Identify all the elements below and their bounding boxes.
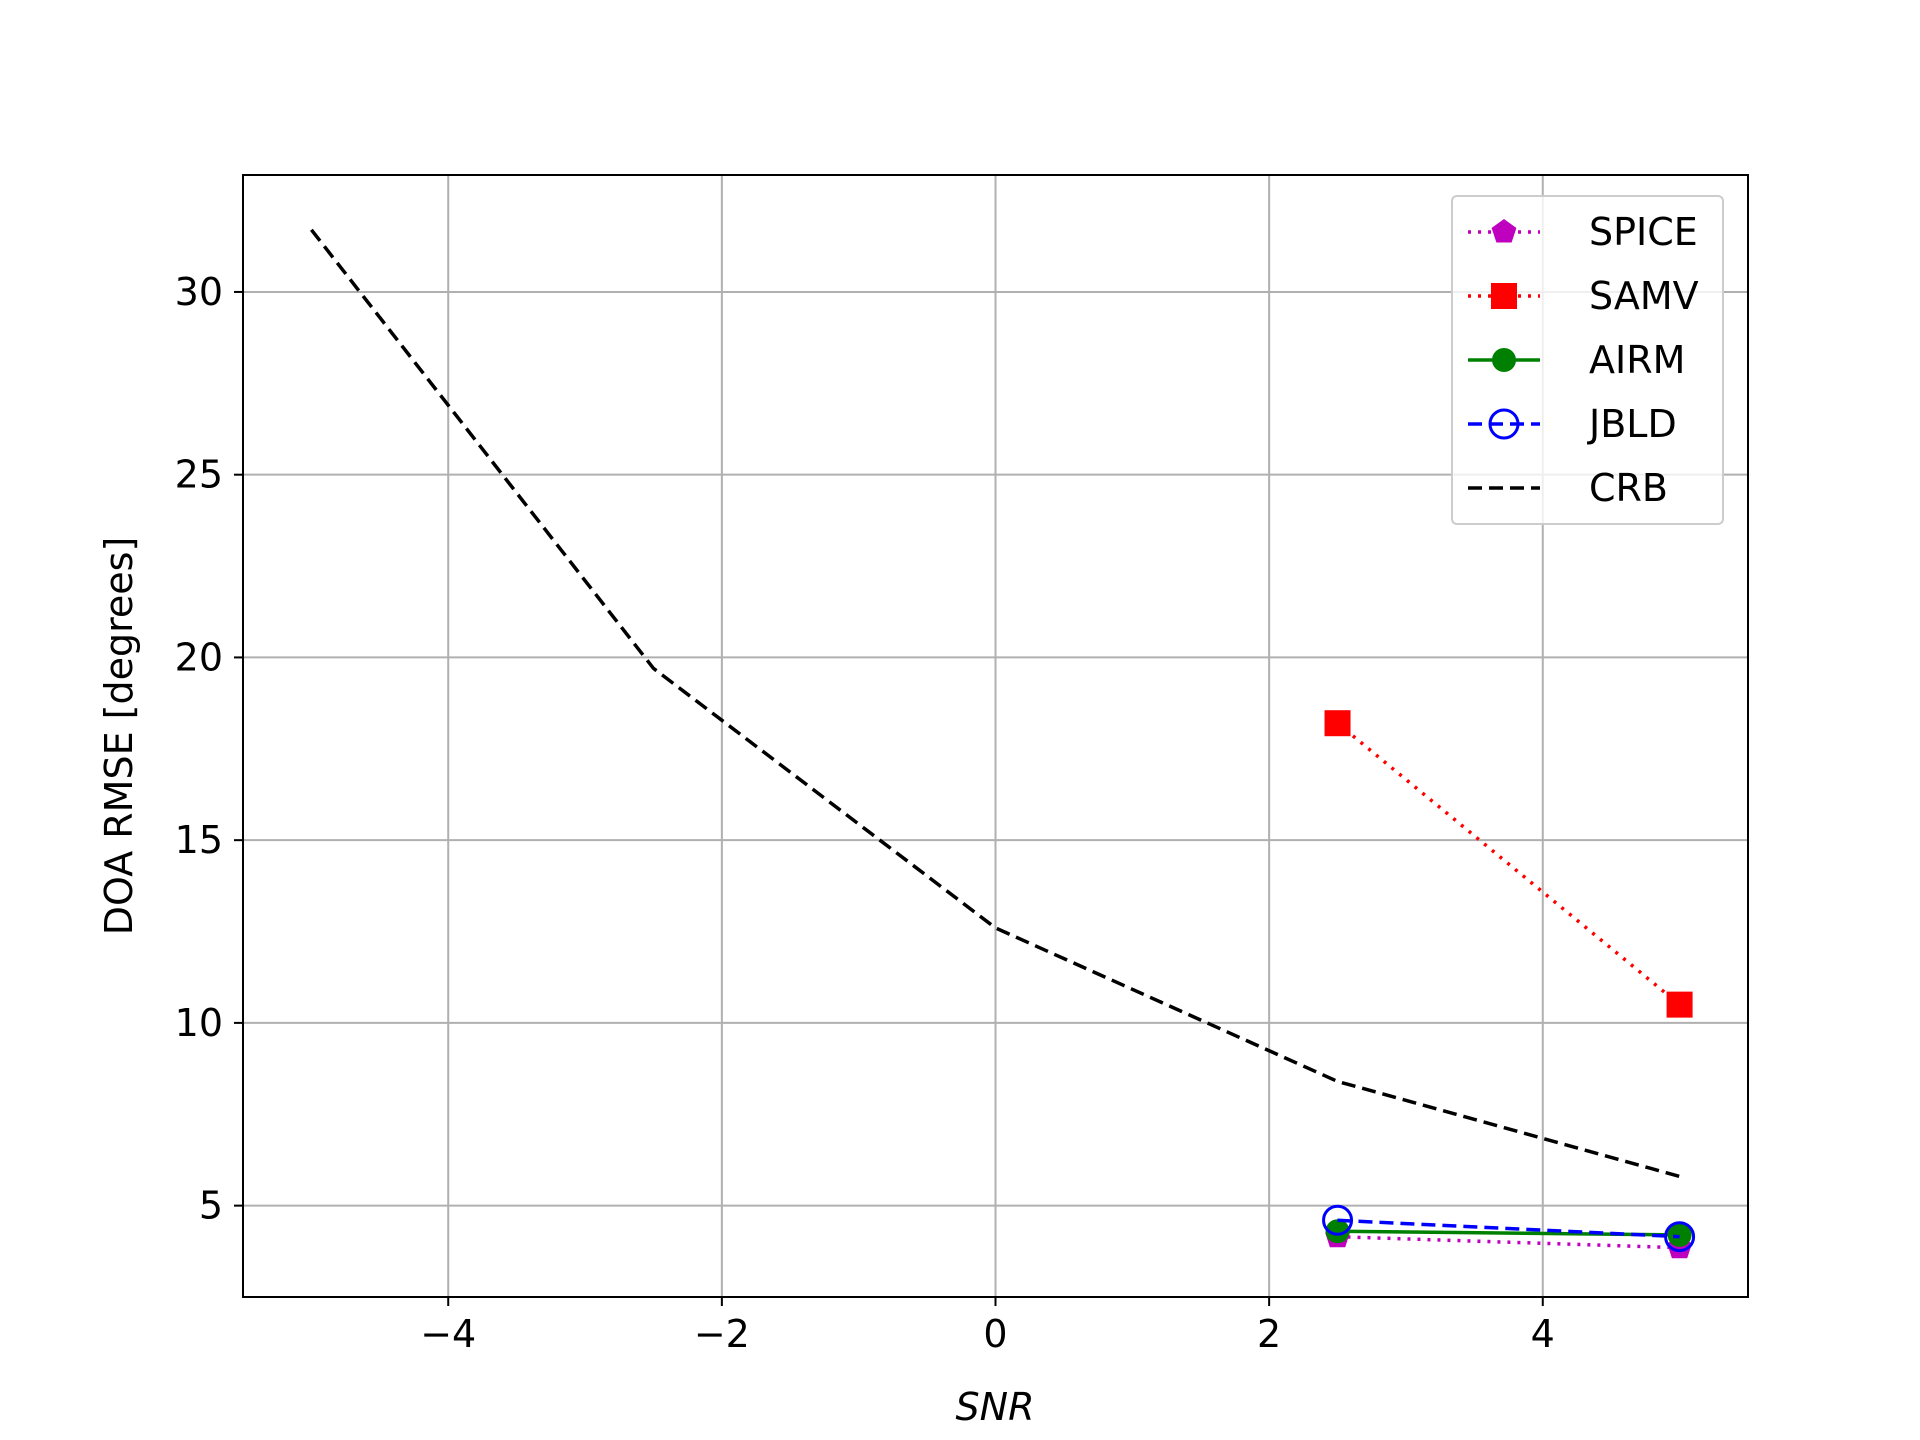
airm-point [1667,1222,1692,1247]
airm-point [1325,1219,1350,1244]
x-axis-label: SNR [956,1385,1035,1429]
jbld-line [1337,1218,1680,1239]
legend-entry-jbld: JBLD [1468,402,1677,446]
legend-label-jbld: JBLD [1587,402,1677,446]
x-tick-label: −4 [420,1312,476,1356]
legend-label-spice: SPICE [1589,210,1698,254]
x-tick-label: 0 [983,1312,1007,1356]
x-tick-label: 2 [1257,1312,1281,1356]
plot-series [310,228,1696,1259]
legend-label-crb: CRB [1589,466,1668,510]
axis-ticks: −4 −2 0 2 4 5 10 15 20 25 30 [175,270,1555,1356]
legend-label-samv: SAMV [1589,274,1699,318]
y-tick-label: 25 [175,453,223,497]
legend-marker-spice [1491,219,1517,243]
jbld-point [1322,1204,1354,1236]
x-tick-label: −2 [694,1312,750,1356]
legend-marker-jbld [1488,408,1520,440]
spice-line [1337,1234,1680,1250]
y-tick-label: 15 [175,818,223,862]
legend: SPICE SAMV AIRM JBLD CRB [1451,195,1724,525]
y-tick-label: 30 [175,270,223,314]
samv-point [1666,991,1693,1018]
crb-line [310,228,1681,1179]
y-tick-label: 5 [199,1184,223,1228]
y-tick-label: 10 [175,1001,223,1045]
samv-point [1324,710,1351,737]
samv-line [1336,721,1681,1006]
series-jbld [1322,1204,1696,1253]
legend-frame [1451,195,1724,525]
jbld-point [1664,1221,1696,1253]
legend-entry-airm: AIRM [1468,338,1685,382]
legend-label-airm: AIRM [1589,338,1685,382]
y-axis-label: DOA RMSE [degrees] [97,537,141,936]
legend-entry-crb: CRB [1468,466,1668,510]
legend-entry-spice: SPICE [1468,210,1698,254]
legend-entry-samv: SAMV [1468,274,1699,318]
x-tick-label: 4 [1531,1312,1555,1356]
legend-marker-samv [1491,283,1517,309]
y-tick-label: 20 [175,635,223,679]
legend-marker-airm [1492,348,1516,372]
series-samv [1324,710,1693,1018]
series-crb [310,228,1681,1179]
